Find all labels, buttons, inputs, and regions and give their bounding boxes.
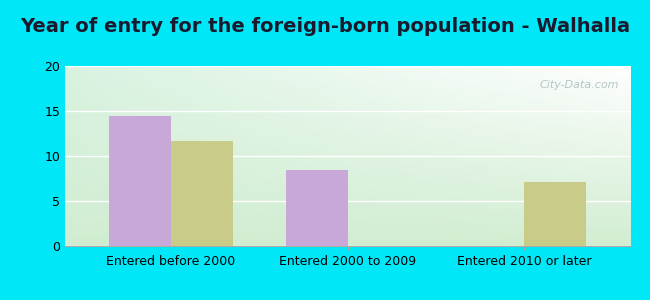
- Text: Year of entry for the foreign-born population - Walhalla: Year of entry for the foreign-born popul…: [20, 17, 630, 37]
- Text: City-Data.com: City-Data.com: [540, 80, 619, 90]
- Bar: [171, 141, 233, 246]
- Bar: [525, 182, 586, 246]
- Bar: [286, 169, 348, 246]
- Bar: [109, 116, 171, 246]
